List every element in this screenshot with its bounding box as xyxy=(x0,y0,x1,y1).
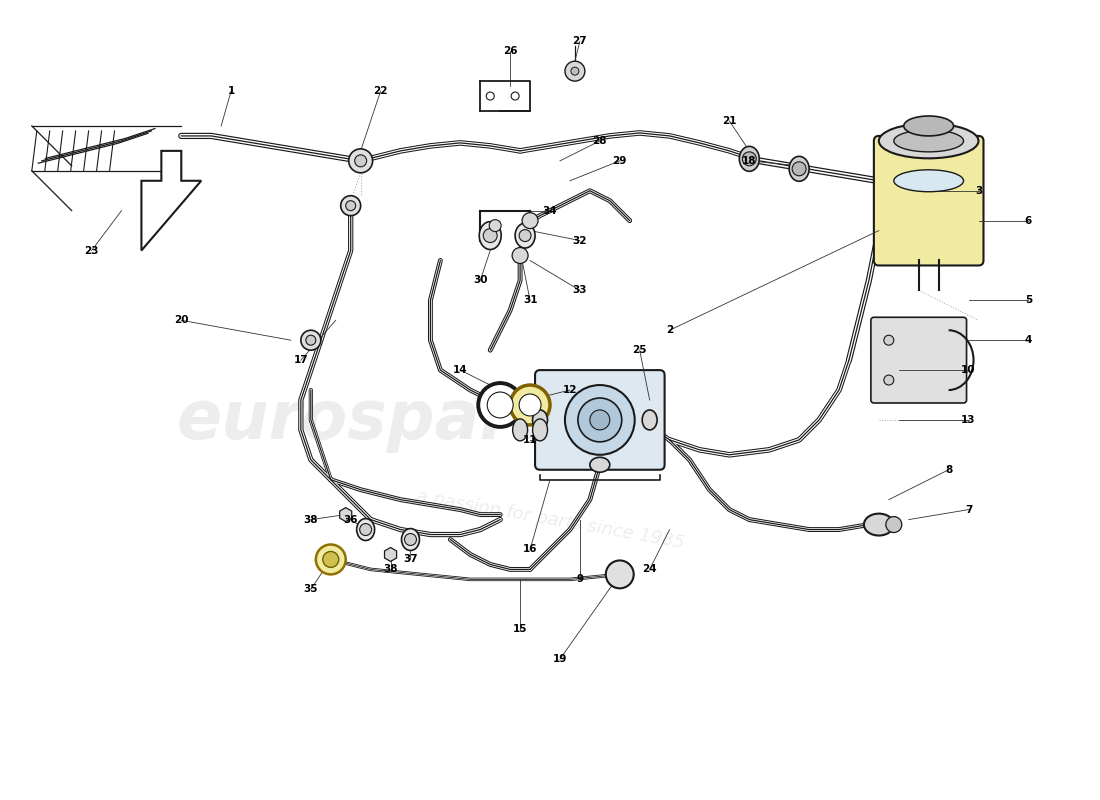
Text: 4: 4 xyxy=(1024,335,1032,346)
Text: 6: 6 xyxy=(1025,216,1032,226)
Text: 34: 34 xyxy=(542,206,558,216)
Text: 14: 14 xyxy=(453,365,468,375)
Text: eurosparts: eurosparts xyxy=(177,387,584,453)
Text: 2: 2 xyxy=(666,326,673,335)
Text: 1: 1 xyxy=(228,86,234,96)
Ellipse shape xyxy=(894,170,964,192)
Circle shape xyxy=(565,61,585,81)
Circle shape xyxy=(571,67,579,75)
Ellipse shape xyxy=(894,130,964,152)
Text: 23: 23 xyxy=(85,246,99,255)
Text: 10: 10 xyxy=(961,365,976,375)
Circle shape xyxy=(606,561,634,588)
Text: 15: 15 xyxy=(513,624,527,634)
Circle shape xyxy=(565,385,635,455)
Circle shape xyxy=(519,230,531,242)
Text: 29: 29 xyxy=(613,156,627,166)
Circle shape xyxy=(608,562,631,586)
Polygon shape xyxy=(142,151,201,250)
Text: 12: 12 xyxy=(563,385,578,395)
Circle shape xyxy=(490,220,502,231)
Text: 32: 32 xyxy=(573,235,587,246)
Ellipse shape xyxy=(480,222,502,250)
Circle shape xyxy=(345,201,355,210)
Circle shape xyxy=(483,229,497,242)
Text: 31: 31 xyxy=(522,295,537,306)
Text: 5: 5 xyxy=(1025,295,1032,306)
Circle shape xyxy=(590,410,609,430)
Circle shape xyxy=(478,383,522,427)
Circle shape xyxy=(322,551,339,567)
Circle shape xyxy=(316,545,345,574)
Text: 35: 35 xyxy=(304,584,318,594)
Text: 28: 28 xyxy=(593,136,607,146)
Circle shape xyxy=(522,213,538,229)
Ellipse shape xyxy=(642,410,657,430)
Circle shape xyxy=(513,247,528,263)
Text: 7: 7 xyxy=(965,505,972,514)
Circle shape xyxy=(510,385,550,425)
Text: 26: 26 xyxy=(503,46,517,56)
FancyBboxPatch shape xyxy=(535,370,664,470)
FancyBboxPatch shape xyxy=(871,318,967,403)
Text: 37: 37 xyxy=(404,554,418,565)
Text: 18: 18 xyxy=(742,156,757,166)
Circle shape xyxy=(486,92,494,100)
Text: 33: 33 xyxy=(573,286,587,295)
Circle shape xyxy=(349,149,373,173)
Circle shape xyxy=(301,330,321,350)
Circle shape xyxy=(512,92,519,100)
Circle shape xyxy=(487,392,513,418)
Circle shape xyxy=(742,152,757,166)
Ellipse shape xyxy=(789,156,810,182)
Circle shape xyxy=(614,569,626,580)
Text: 9: 9 xyxy=(576,574,583,584)
Text: 24: 24 xyxy=(642,565,657,574)
Circle shape xyxy=(883,335,894,345)
Text: 3: 3 xyxy=(975,186,982,196)
Ellipse shape xyxy=(356,518,375,541)
Circle shape xyxy=(883,375,894,385)
Ellipse shape xyxy=(590,458,609,472)
Text: 25: 25 xyxy=(632,345,647,355)
Text: 8: 8 xyxy=(945,465,953,474)
Circle shape xyxy=(886,517,902,533)
Text: 36: 36 xyxy=(343,514,358,525)
Text: 21: 21 xyxy=(722,116,737,126)
Ellipse shape xyxy=(739,146,759,171)
Ellipse shape xyxy=(513,419,528,441)
Ellipse shape xyxy=(879,123,979,158)
Circle shape xyxy=(519,394,541,416)
Ellipse shape xyxy=(532,419,548,441)
Circle shape xyxy=(354,155,366,167)
Circle shape xyxy=(341,196,361,216)
Text: 30: 30 xyxy=(473,275,487,286)
Ellipse shape xyxy=(402,529,419,550)
Text: 16: 16 xyxy=(522,545,537,554)
Text: a passion for parts since 1985: a passion for parts since 1985 xyxy=(415,487,685,552)
Text: 19: 19 xyxy=(553,654,568,664)
Ellipse shape xyxy=(904,116,954,136)
Circle shape xyxy=(405,534,417,546)
Circle shape xyxy=(792,162,806,176)
Ellipse shape xyxy=(532,410,548,430)
Text: 38: 38 xyxy=(383,565,398,574)
Ellipse shape xyxy=(864,514,894,535)
Text: 13: 13 xyxy=(961,415,976,425)
Text: 11: 11 xyxy=(522,435,537,445)
Text: 38: 38 xyxy=(304,514,318,525)
Circle shape xyxy=(306,335,316,345)
FancyBboxPatch shape xyxy=(873,136,983,266)
Text: 22: 22 xyxy=(373,86,388,96)
Circle shape xyxy=(360,523,372,535)
Text: 27: 27 xyxy=(573,36,587,46)
Ellipse shape xyxy=(515,223,535,248)
Text: 17: 17 xyxy=(294,355,308,365)
Circle shape xyxy=(578,398,621,442)
Text: 20: 20 xyxy=(174,315,188,326)
